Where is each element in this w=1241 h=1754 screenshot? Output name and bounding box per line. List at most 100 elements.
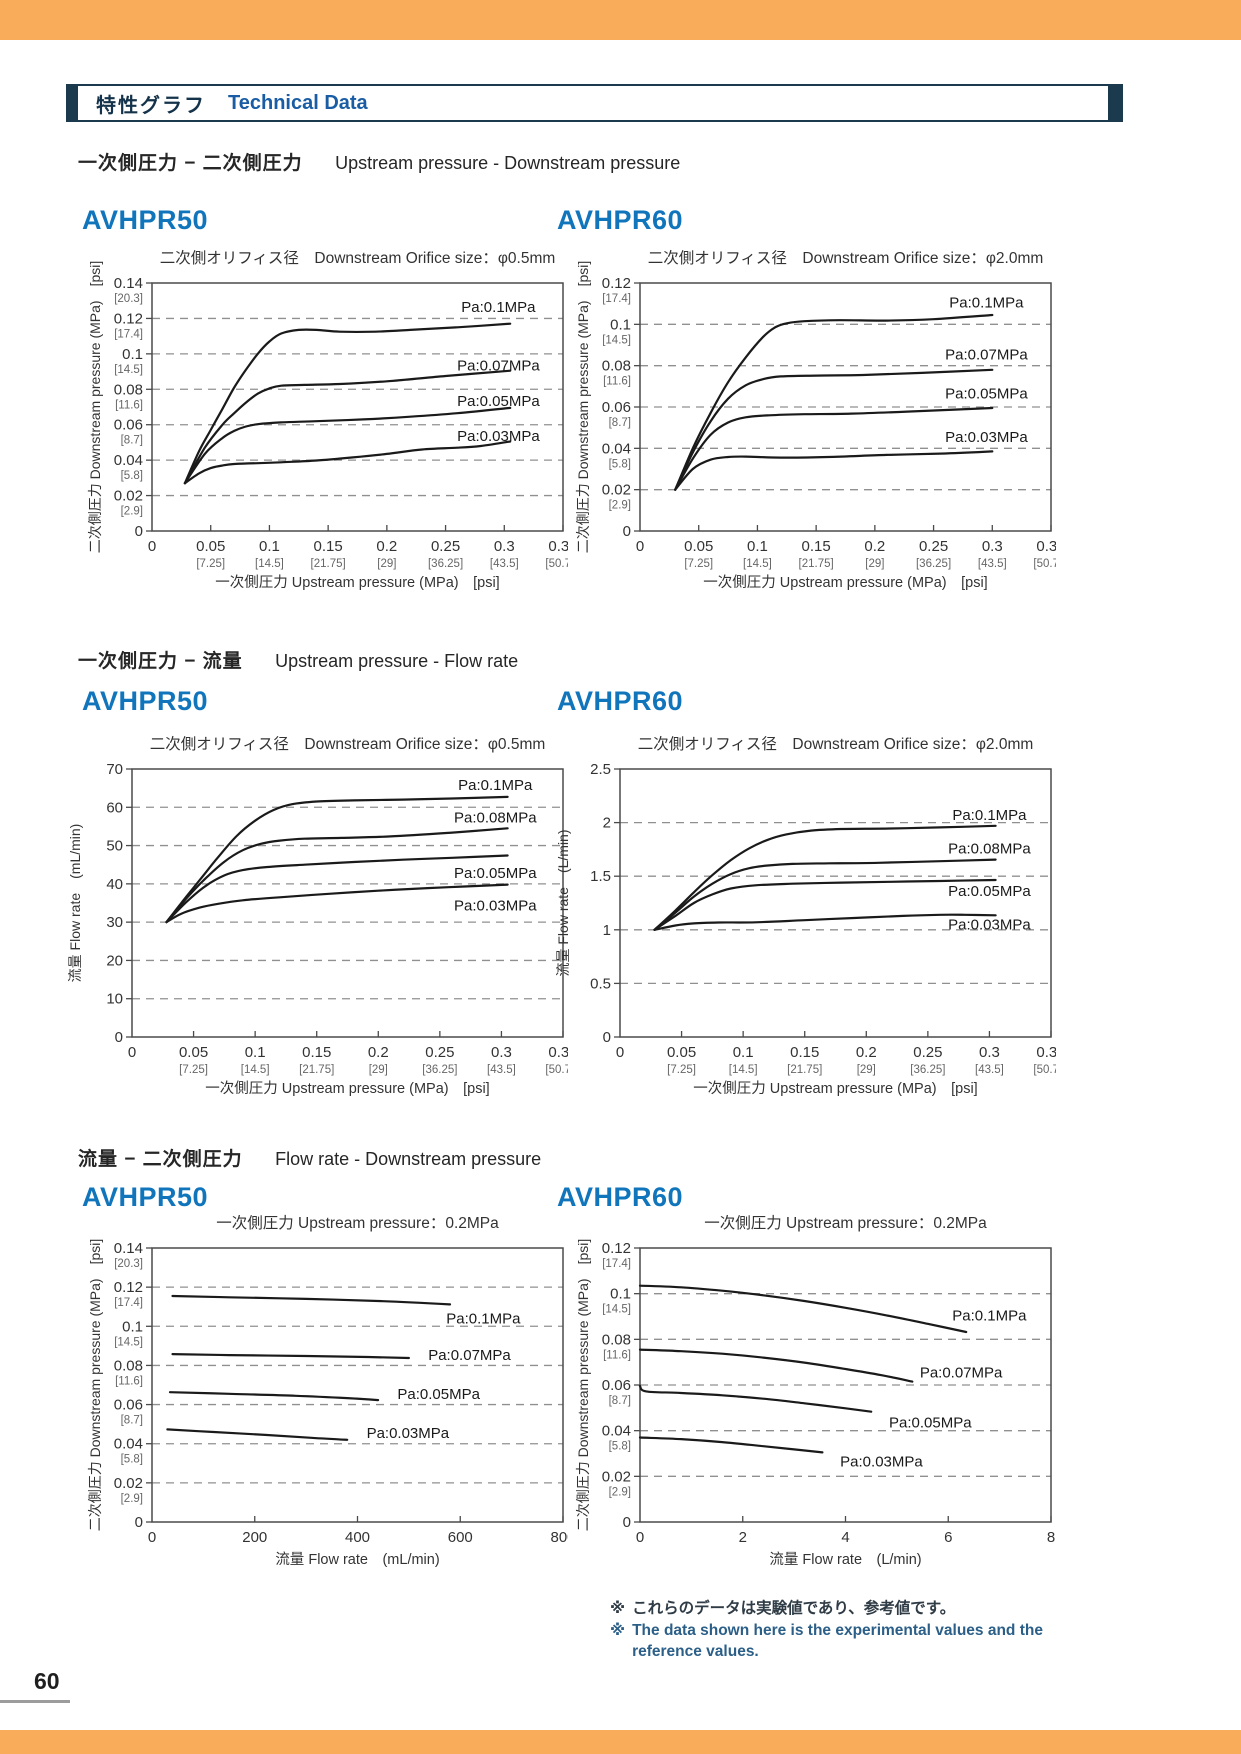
x-tick-psi-label: [7.25] [179, 1064, 208, 1076]
series-curve [653, 858, 997, 931]
y-axis-label: 二次側圧力 Downstream pressure (MPa) [psi] [575, 261, 591, 554]
y-tick-label: 0.06 [114, 1397, 143, 1414]
x-tick-psi-label: [14.5] [729, 1064, 758, 1076]
chart-title: 二次側オリフィス径 Downstream Orifice size：φ2.0mm [638, 735, 1034, 753]
section-title-jp: 一次側圧力 − 流量 [78, 651, 243, 672]
chart-upstream-downstream-avhpr60: 二次側オリフィス径 Downstream Orifice size：φ2.0mm… [556, 227, 1056, 602]
x-tick-psi-label: [43.5] [978, 558, 1007, 570]
y-tick-psi-label: [5.8] [121, 1454, 143, 1466]
y-tick-psi-label: [5.8] [609, 1441, 631, 1453]
series-label: Pa:0.07MPa [428, 1347, 511, 1364]
y-tick-psi-label: [11.6] [603, 1349, 631, 1361]
chart-title: 二次側オリフィス径 Downstream Orifice size：φ0.5mm [160, 249, 556, 267]
y-tick-label: 0.14 [114, 275, 143, 292]
plot-border [151, 282, 564, 532]
series-curve [638, 1436, 824, 1454]
series-label: Pa:0.03MPa [945, 429, 1028, 446]
y-tick-label: 0.04 [114, 1436, 143, 1453]
series-curve [674, 313, 994, 491]
chart-title: 一次側圧力 Upstream pressure：0.2MPa [704, 1214, 987, 1232]
y-tick-label: 0.04 [602, 1423, 631, 1440]
footnote-en: ※ The data shown here is the experimenta… [610, 1620, 1050, 1662]
x-tick-psi-label: [43.5] [490, 558, 519, 570]
y-tick-label: 0.1 [122, 346, 143, 363]
x-tick-label: 0.1 [747, 538, 768, 555]
y-tick-label: 0 [603, 1029, 611, 1046]
series-curve [674, 450, 994, 491]
series-label: Pa:0.1MPa [461, 299, 536, 316]
x-tick-label: 0.2 [856, 1044, 877, 1061]
y-tick-label: 0.04 [114, 452, 143, 469]
y-tick-psi-label: [2.9] [121, 506, 143, 518]
x-tick-label: 0.1 [733, 1044, 754, 1061]
x-tick-label: 600 [448, 1529, 473, 1546]
y-tick-psi-label: [11.6] [603, 376, 631, 388]
y-tick-label: 0.1 [122, 1318, 143, 1335]
x-tick-label: 0.25 [431, 538, 460, 555]
y-tick-label: 0.06 [114, 417, 143, 434]
chart-title: 二次側オリフィス径 Downstream Orifice size：φ2.0mm [648, 249, 1044, 267]
y-tick-psi-label: [8.7] [121, 1415, 143, 1427]
series-curve [183, 440, 512, 485]
x-tick-psi-label: [21.75] [299, 1064, 334, 1076]
x-tick-label: 0.1 [259, 538, 280, 555]
series-label: Pa:0.08MPa [454, 810, 537, 827]
footnote-jp: ※ これらのデータは実験値であり、参考値です。 [610, 1598, 1050, 1619]
series-label: Pa:0.1MPa [446, 1310, 521, 1327]
x-tick-label: 0.2 [864, 538, 885, 555]
series-label: Pa:0.05MPa [457, 393, 540, 410]
y-tick-label: 0.08 [602, 1331, 631, 1348]
y-tick-label: 0.14 [114, 1240, 143, 1257]
x-tick-label: 4 [841, 1529, 849, 1546]
series-curve [653, 824, 997, 931]
x-tick-label: 400 [345, 1529, 370, 1546]
x-tick-label: 6 [944, 1529, 952, 1546]
footnote-jp-text: これらのデータは実験値であり、参考値です。 [632, 1600, 956, 1617]
y-tick-label: 0.12 [114, 1279, 143, 1296]
x-tick-label: 0.25 [919, 538, 948, 555]
x-tick-psi-label: [50.75] [545, 1064, 568, 1076]
x-tick-label: 0.15 [314, 538, 343, 555]
x-tick-label: 0.35 [548, 538, 568, 555]
footnotes: ※ これらのデータは実験値であり、参考値です。 ※ The data shown… [610, 1598, 1050, 1662]
x-tick-label: 0.35 [1036, 538, 1056, 555]
model-heading-avhpr60: AVHPR60 [557, 686, 684, 716]
model-heading-avhpr50: AVHPR50 [82, 1182, 209, 1212]
series-curve [638, 1385, 873, 1413]
x-tick-label: 0 [636, 538, 644, 555]
header-left-accent [68, 86, 78, 120]
series-label: Pa:0.07MPa [920, 1364, 1003, 1381]
plot-border [619, 768, 1052, 1038]
x-tick-psi-label: [7.25] [667, 1064, 696, 1076]
series-curve [168, 1391, 380, 1402]
x-tick-psi-label: [50.75] [545, 558, 568, 570]
y-tick-label: 0.5 [590, 975, 611, 992]
y-tick-psi-label: [17.4] [602, 1258, 631, 1270]
chart-flow-downstream-avhpr60: 一次側圧力 Upstream pressure：0.2MPa 0.12 [17.4]… [556, 1192, 1056, 1570]
series-label: Pa:0.03MPa [454, 898, 537, 915]
x-tick-label: 0.3 [979, 1044, 1000, 1061]
y-tick-label: 0 [135, 1514, 143, 1531]
y-tick-psi-label: [17.4] [114, 1297, 143, 1309]
model-heading-avhpr60: AVHPR60 [557, 1182, 684, 1212]
x-tick-label: 0.2 [376, 538, 397, 555]
x-tick-psi-label: [21.75] [787, 1064, 822, 1076]
y-tick-psi-label: [14.5] [602, 1304, 631, 1316]
x-tick-label: 0.2 [368, 1044, 389, 1061]
model-heading-avhpr50: AVHPR50 [82, 205, 209, 235]
series-curve [165, 883, 509, 924]
chart-upstream-downstream-avhpr50: 二次側オリフィス径 Downstream Orifice size：φ0.5mm… [68, 227, 568, 602]
series-label: Pa:0.08MPa [948, 840, 1031, 857]
x-tick-psi-label: [21.75] [799, 558, 834, 570]
y-tick-psi-label: [11.6] [115, 1375, 143, 1387]
chart-upstream-flow-avhpr60: 二次側オリフィス径 Downstream Orifice size：φ2.0mm… [556, 713, 1056, 1105]
x-tick-label: 0.15 [802, 538, 831, 555]
y-tick-label: 0.06 [602, 399, 631, 416]
y-tick-label: 60 [106, 799, 123, 816]
y-axis-label: 二次側圧力 Downstream pressure (MPa) [psi] [87, 1239, 103, 1532]
x-tick-psi-label: [14.5] [255, 558, 284, 570]
y-tick-label: 20 [106, 952, 123, 969]
y-tick-label: 0.04 [602, 440, 631, 457]
section-title-jp: 流量 − 二次側圧力 [78, 1149, 243, 1170]
x-tick-psi-label: [14.5] [241, 1064, 270, 1076]
